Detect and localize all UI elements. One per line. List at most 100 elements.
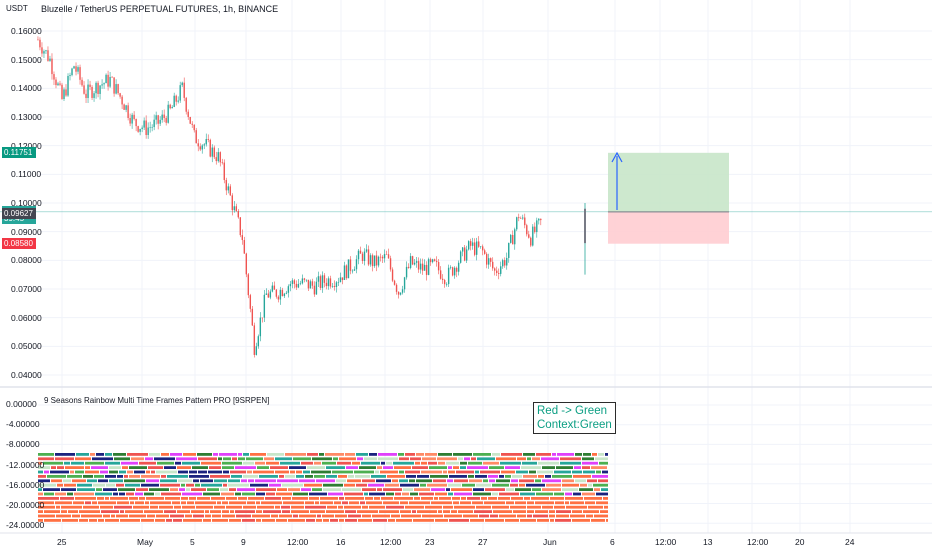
- rainbow-segment: [55, 492, 66, 496]
- rainbow-segment: [488, 475, 498, 478]
- candle: [231, 195, 233, 211]
- rainbow-segment: [181, 501, 186, 505]
- candle: [149, 127, 151, 128]
- rainbow-segment: [141, 483, 159, 487]
- rainbow-segment: [146, 470, 150, 474]
- price-tick: 0.04000: [11, 370, 42, 380]
- indicator-title[interactable]: 9 Seasons Rainbow Multi Time Frames Patt…: [44, 396, 270, 405]
- rainbow-segment: [322, 514, 334, 518]
- rainbow-segment: [599, 461, 608, 465]
- rainbow-segment: [129, 514, 146, 518]
- time-tick: 20: [795, 537, 805, 547]
- rainbow-segment: [159, 505, 173, 509]
- time-tick: Jun: [543, 537, 557, 547]
- signal-context: Context:Green: [537, 419, 612, 431]
- rainbow-segment: [338, 475, 347, 478]
- rainbow-segment: [527, 457, 531, 461]
- candle: [383, 254, 386, 259]
- rainbow-segment: [212, 519, 228, 522]
- rainbow-segment: [281, 505, 290, 509]
- candle: [482, 246, 484, 251]
- candle: [249, 295, 252, 309]
- rainbow-segment: [83, 505, 99, 509]
- rainbow-segment: [417, 510, 437, 513]
- rainbow-segment: [596, 501, 608, 505]
- rainbow-segment: [605, 453, 608, 456]
- rainbow-segment: [223, 470, 229, 474]
- candle: [43, 51, 45, 54]
- candle: [269, 291, 272, 298]
- rainbow-segment: [256, 519, 261, 522]
- candle: [443, 280, 446, 285]
- candle: [241, 235, 243, 241]
- rainbow-bands: [38, 453, 608, 522]
- rainbow-segment: [562, 479, 574, 483]
- rainbow-segment: [357, 457, 363, 461]
- indicator-tick: -24.00000: [6, 520, 45, 531]
- rainbow-segment: [312, 457, 332, 461]
- rainbow-segment: [334, 501, 341, 505]
- rainbow-segment: [89, 519, 97, 522]
- rainbow-segment: [562, 488, 578, 491]
- rainbow-segment: [410, 492, 418, 496]
- candle: [389, 258, 392, 270]
- candle: [185, 97, 187, 112]
- rainbow-segment: [293, 492, 308, 496]
- rainbow-segment: [248, 497, 264, 500]
- rainbow-segment: [263, 510, 281, 513]
- candle: [455, 267, 458, 272]
- candle: [209, 139, 211, 157]
- price-badge: 0.11751: [2, 147, 36, 159]
- price-tick: 0.07000: [11, 284, 42, 294]
- candle: [425, 264, 428, 275]
- rainbow-segment: [556, 466, 573, 469]
- rainbow-segment: [326, 475, 337, 478]
- rainbow-segment: [406, 475, 416, 478]
- rainbow-segment: [412, 466, 428, 469]
- rainbow-segment: [271, 514, 278, 518]
- candle: [245, 253, 248, 275]
- rainbow-segment: [276, 492, 292, 496]
- candle: [253, 325, 256, 355]
- candle: [187, 111, 189, 117]
- rainbow-segment: [309, 497, 319, 500]
- candle: [431, 259, 434, 263]
- candle: [83, 85, 85, 94]
- rainbow-segment: [493, 510, 512, 513]
- rainbow-segment: [555, 519, 571, 522]
- indicator-tick: -4.00000: [6, 419, 40, 430]
- rainbow-segment: [175, 461, 181, 465]
- rainbow-segment: [92, 457, 113, 461]
- symbol-title[interactable]: Bluzelle / TetherUS PERPETUAL FUTURES, 1…: [41, 4, 279, 14]
- rainbow-segment: [211, 497, 225, 500]
- rainbow-segment: [475, 475, 487, 478]
- rainbow-segment: [527, 505, 541, 509]
- rainbow-segment: [366, 501, 382, 505]
- rainbow-segment: [289, 466, 306, 469]
- rainbow-segment: [359, 466, 376, 469]
- rainbow-segment: [595, 457, 608, 461]
- rainbow-segment: [364, 492, 368, 496]
- candle: [95, 82, 97, 94]
- candle: [484, 250, 486, 254]
- rainbow-segment: [383, 501, 399, 505]
- rainbow-segment: [554, 492, 564, 496]
- rainbow-segment: [425, 453, 437, 456]
- rainbow-segment: [210, 475, 230, 478]
- rainbow-segment: [280, 461, 300, 465]
- rainbow-segment: [38, 492, 43, 496]
- rainbow-segment: [155, 519, 165, 522]
- price-tick: 0.08000: [11, 255, 42, 266]
- candle: [371, 255, 374, 267]
- rainbow-segment: [314, 475, 325, 478]
- rainbow-segment: [362, 505, 368, 509]
- rainbow-segment: [572, 519, 590, 522]
- candle: [347, 259, 350, 279]
- rainbow-segment: [381, 461, 385, 465]
- rainbow-segment: [483, 461, 499, 465]
- rainbow-segment: [243, 505, 256, 509]
- candle: [475, 241, 478, 255]
- rainbow-segment: [499, 475, 504, 478]
- indicator-tick: -8.00000: [6, 439, 40, 450]
